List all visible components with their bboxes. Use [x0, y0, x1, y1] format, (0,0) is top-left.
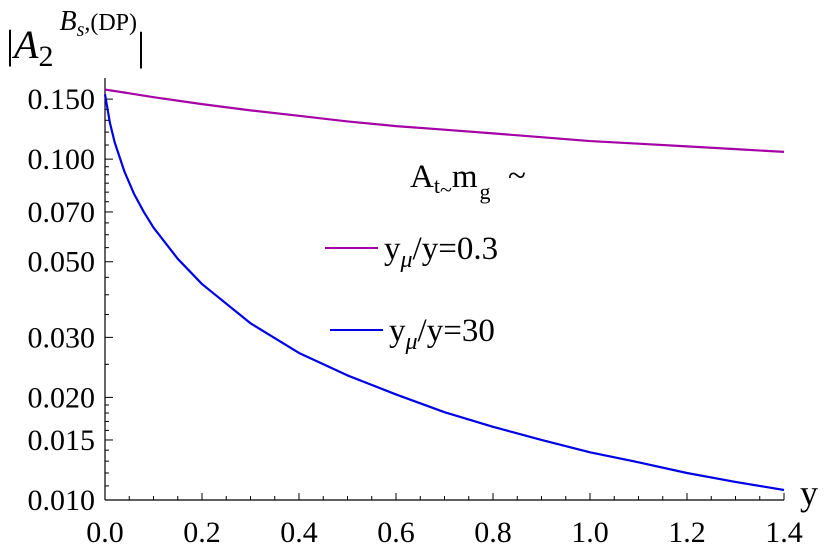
series-line-1: [104, 88, 785, 154]
y-tick-label: 0.015: [28, 424, 96, 457]
legend-title-tilde: ~: [508, 158, 526, 194]
legend-label-series-2: yμ/y=30: [389, 313, 495, 355]
x-tick-label: 0.8: [474, 516, 512, 549]
x-tick-label: 1.0: [571, 516, 609, 549]
y-tick-label: 0.030: [28, 321, 96, 354]
ticks-group: 0.0 0.2 0.4 0.6 0.8 1.0 1.2 1.4 0.010 0.015 0.020 0…: [28, 83, 803, 549]
legend-label-series-1: yμ/y=0.3: [384, 231, 498, 273]
series-line-2: [103, 94, 785, 492]
y-tick-label: 0.020: [28, 381, 96, 414]
x-tick-label: 0.6: [377, 516, 415, 549]
x-tick-label: 1.4: [765, 516, 803, 549]
x-tick-label: 0.4: [280, 516, 318, 549]
y-tick-label: 0.050: [28, 246, 96, 279]
y-tick-label: 0.010: [28, 484, 96, 517]
legend-title: At~mg: [410, 159, 491, 204]
x-tick-label: 1.2: [668, 516, 706, 549]
legend: At~mg ~ yμ/y=0.3 yμ/y=30: [325, 158, 526, 355]
y-axis-title: |A2Bs,(DP)|: [6, 6, 145, 73]
y-tick-label: 0.100: [28, 143, 96, 176]
y-tick-label: 0.070: [28, 196, 96, 229]
x-tick-label: 0.0: [86, 516, 124, 549]
series-group: [103, 88, 785, 492]
x-axis-title: y: [800, 473, 818, 513]
y-tick-label: 0.150: [28, 83, 96, 116]
x-tick-label: 0.2: [183, 516, 221, 549]
